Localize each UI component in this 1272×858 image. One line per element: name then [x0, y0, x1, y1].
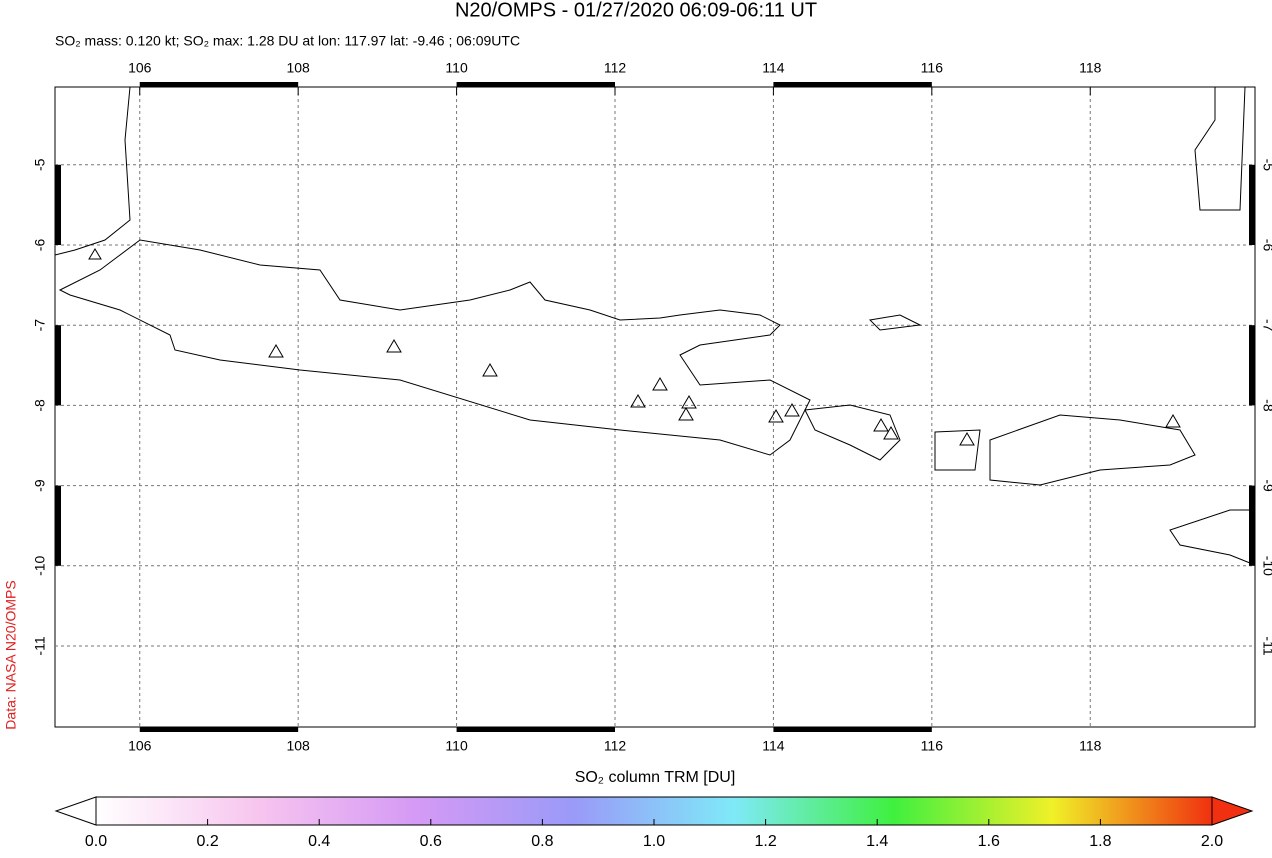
- frame-segment: [1249, 485, 1255, 566]
- colorbar-tick-label: 1.8: [1089, 833, 1111, 850]
- x-tick-label: 114: [762, 60, 785, 76]
- colorbar-tick-label: 1.4: [866, 833, 888, 850]
- y-tick-label: -8: [1260, 399, 1272, 412]
- y-tick-label: -5: [32, 158, 48, 171]
- frame-segment: [1249, 325, 1255, 406]
- y-tick-label: -9: [1260, 479, 1272, 492]
- y-tick-label: -10: [1260, 556, 1272, 576]
- x-tick-label: 112: [604, 60, 627, 76]
- y-tick-label: -6: [1260, 239, 1272, 252]
- colorbar-tick-label: 1.2: [754, 833, 776, 850]
- x-tick-label: 110: [445, 738, 468, 754]
- colorbar-tick-label: 0.6: [420, 833, 442, 850]
- axes: 106 106 108 108 110 110 112 112 114 114 116 116 118 1…: [32, 60, 1272, 754]
- y-tick-label: -10: [32, 555, 48, 575]
- frame-segment: [139, 727, 299, 732]
- y-tick-label: -6: [32, 239, 48, 252]
- x-tick-label: 116: [921, 738, 944, 754]
- y-tick-label: -8: [32, 399, 48, 412]
- colorbar-tick-label: 0.2: [196, 833, 218, 850]
- y-tick-label: -7: [32, 319, 48, 332]
- title: N20/OMPS - 01/27/2020 06:09-06:11 UT: [455, 0, 817, 21]
- colorbar-tick-label: 1.0: [643, 833, 665, 850]
- x-tick-label: 116: [921, 60, 944, 76]
- x-tick-label: 118: [1079, 60, 1102, 76]
- x-tick-label: 118: [1079, 738, 1102, 754]
- y-tick-label: -5: [1260, 159, 1272, 172]
- map-frame: [54, 86, 1256, 728]
- colorbar-over: [1211, 796, 1254, 826]
- frame-segment: [456, 82, 615, 87]
- y-tick-label: -11: [1260, 636, 1272, 655]
- colorbar-tick-label: 1.6: [978, 833, 1000, 850]
- subtitle: SO₂ mass: 0.120 kt; SO₂ max: 1.28 DU at …: [55, 33, 520, 49]
- colorbar-tick-label: 2.0: [1201, 833, 1223, 850]
- colorbar-tick-label: 0.8: [531, 833, 553, 850]
- x-tick-label: 108: [286, 60, 310, 76]
- frame-segment: [55, 164, 61, 245]
- x-tick-label: 114: [762, 738, 785, 754]
- y-tick-label: -7: [1260, 319, 1272, 332]
- frame-segment: [773, 727, 932, 732]
- frame-segment: [55, 325, 61, 406]
- volcanoes: [88, 248, 1181, 446]
- colorbar-label: SO₂ column TRM [DU]: [575, 769, 736, 786]
- x-tick-label: 112: [604, 738, 627, 754]
- x-tick-label: 106: [128, 738, 152, 754]
- frame-segment: [773, 82, 932, 87]
- colorbar-tick-label: 0.0: [85, 833, 107, 850]
- frame-segment: [456, 727, 615, 732]
- x-tick-label: 110: [445, 60, 468, 76]
- frame-segment: [55, 485, 61, 566]
- coastlines: [54, 86, 1256, 566]
- y-tick-label: -11: [32, 636, 48, 655]
- frame-segment: [1249, 164, 1255, 245]
- colorbar-ticks: 0.0 0.2 0.4 0.6 0.8 1.0 1.2 1.4 1.6 1.8 2.0: [85, 819, 1223, 850]
- grid: [55, 87, 1255, 727]
- x-tick-label: 108: [286, 738, 310, 754]
- credit: Data: NASA N20/OMPS: [3, 580, 19, 729]
- frame-segment: [139, 82, 299, 87]
- colorbar-tick-label: 0.4: [308, 833, 330, 850]
- y-tick-label: -9: [32, 479, 48, 492]
- colorbar-under: [54, 796, 97, 826]
- x-tick-label: 106: [128, 60, 152, 76]
